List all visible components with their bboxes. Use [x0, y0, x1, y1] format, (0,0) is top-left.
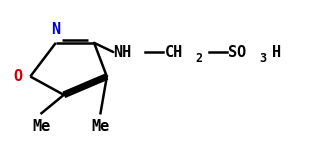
Text: Me: Me: [32, 119, 51, 134]
Text: N: N: [51, 22, 60, 37]
Text: NH: NH: [113, 45, 131, 60]
Text: CH: CH: [165, 45, 183, 60]
Text: Me: Me: [91, 119, 110, 134]
Text: H: H: [272, 45, 281, 60]
Text: 2: 2: [195, 52, 202, 65]
Text: 3: 3: [259, 52, 266, 65]
Text: SO: SO: [228, 45, 246, 60]
Text: O: O: [13, 69, 22, 84]
